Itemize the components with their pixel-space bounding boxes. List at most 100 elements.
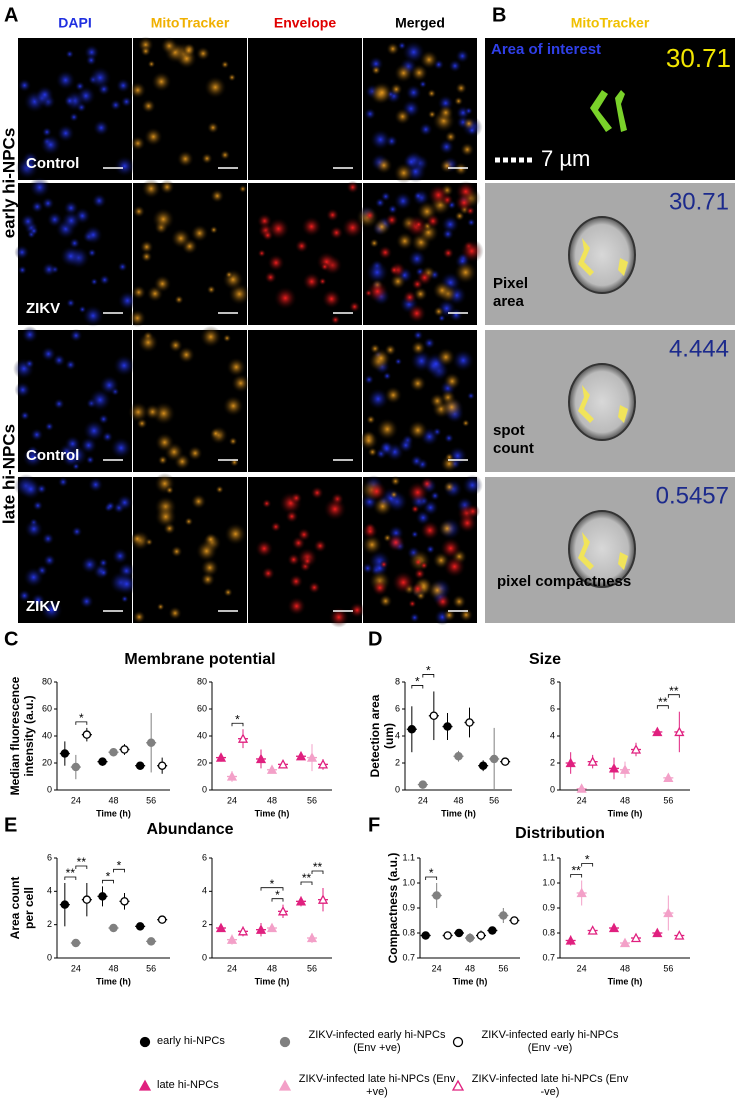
panel-label: B [492,4,506,26]
cell-signal [219,149,231,161]
marker [630,932,642,943]
cell-signal [374,156,393,175]
marker [237,733,249,743]
marker [432,891,441,900]
cell-signal [206,284,216,295]
marker [277,905,289,916]
x-axis-label: Time (h) [96,976,131,986]
cell-signal [41,532,55,546]
cell-signal [310,486,324,500]
y-tick-label: 4 [550,730,555,740]
cell-signal [455,82,468,95]
legend-marker [451,1079,465,1091]
cell-signal [55,69,76,91]
cell-signal [23,566,45,588]
marker [226,771,238,781]
cell-signal [160,37,179,55]
marker [565,757,576,768]
cell-signal [386,533,406,552]
cell-signal [206,121,220,134]
cell-signal [418,122,433,137]
cell-signal [439,158,455,174]
legend-label: ZIKV-infected late hi-NPCs (Env -ve) [471,1073,629,1098]
cell-signal [427,109,437,119]
marker [576,783,587,793]
cell-signal [257,249,267,258]
sig-label: ** [669,684,679,698]
marker [663,772,674,782]
cell-signal [377,245,393,260]
cell-signal [361,534,383,556]
cell-signal [87,476,104,493]
cell-signal [17,78,32,93]
cell-signal [209,427,222,440]
marker [587,925,598,935]
cell-signal [440,454,459,473]
cell-signal [24,358,35,369]
cell-signal [222,333,232,343]
marker [652,927,663,938]
y-axis-label: Median fluorescence intensity (a.u.) [8,676,36,796]
cell-signal [329,225,344,240]
legend-marker [279,1036,291,1048]
marker [652,726,663,737]
y-tick-label: 6 [202,852,207,862]
cell-signal [453,260,478,285]
cell-signal [261,229,274,242]
cell-signal [414,220,424,229]
cell-signal [227,73,237,82]
marker [82,895,92,904]
marker [663,907,674,918]
chart-title: Size [529,651,561,668]
cell-signal [132,610,146,624]
cell-signal [384,385,403,405]
sig-bracket [113,868,125,873]
cell-signal [440,396,463,419]
group-label: early hi-NPCs [0,128,18,239]
cell-signal [439,537,462,560]
cell-signal [92,119,110,137]
cell-signal [105,500,116,512]
cell-signal [120,95,133,108]
y-tick-label: 0.9 [402,902,415,912]
chart-title: Distribution [515,825,605,842]
panel-label: A [4,4,18,26]
marker [488,926,497,935]
cell-signal [203,75,227,99]
cell-signal [14,381,32,399]
cell-signal [410,504,420,514]
cell-signal [466,218,476,227]
cell-signal [184,517,194,527]
x-tick-label: 48 [453,795,463,805]
cell-signal [369,238,380,249]
y-tick-label: 80 [197,676,207,686]
cell-signal [433,306,445,318]
mito [578,238,628,276]
x-tick-label: 48 [620,795,630,805]
cell-signal [112,354,136,377]
marker [71,762,81,772]
marker [674,930,685,940]
y-tick-label: 6 [47,852,52,862]
cell-signal [395,231,415,251]
cell-signal [130,532,144,546]
cell-signal [115,78,131,94]
sig-label: * [275,888,280,902]
cell-signal [141,178,162,199]
channel-header: MitoTracker [571,15,650,31]
x-axis-label: Time (h) [453,976,488,986]
cell-signal [98,557,109,568]
cell-signal [64,359,77,371]
x-tick-label: 56 [663,795,673,805]
cell-signal [419,49,439,70]
b-image [485,38,735,180]
cell-signal [391,570,416,595]
cell-signal [366,279,389,303]
cell-signal [384,343,397,357]
marker [630,744,642,754]
cell-signal [364,288,373,298]
marker [255,753,267,764]
cell-signal [387,204,398,215]
cell-signal [24,519,44,539]
y-tick-label: 2 [395,757,400,767]
